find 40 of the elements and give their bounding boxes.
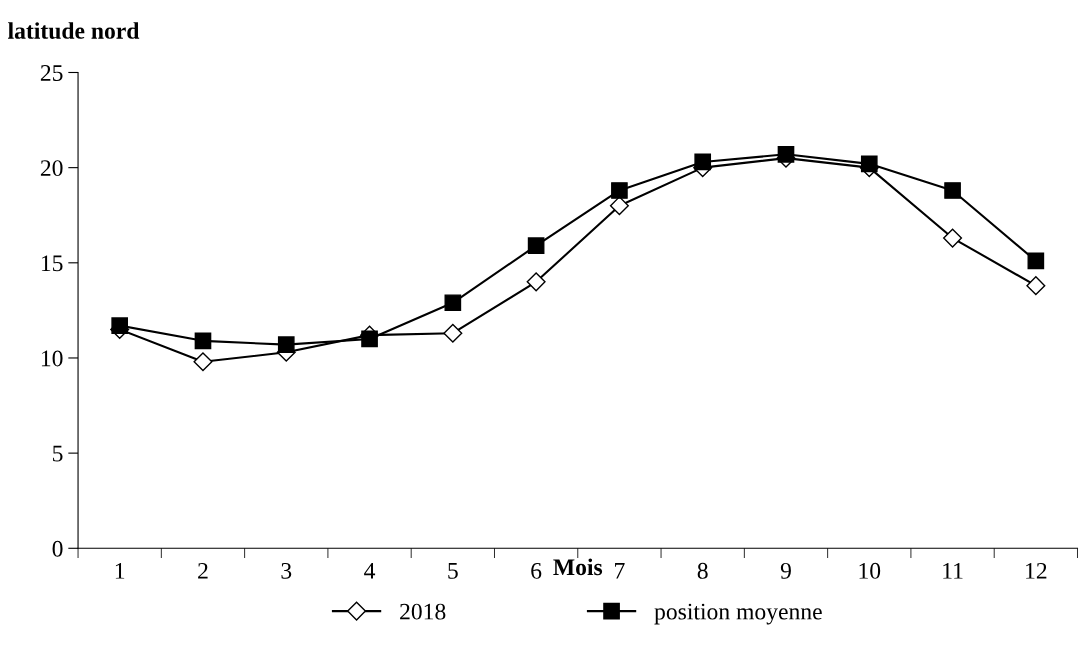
y-axis-title: latitude nord: [8, 22, 140, 39]
legend-label: position moyenne: [654, 603, 822, 625]
point: [526, 272, 546, 292]
point: [443, 323, 463, 343]
point: [694, 153, 712, 171]
x-tick-label: 2: [198, 562, 208, 579]
point: [111, 317, 129, 334]
point: [1027, 252, 1045, 270]
point: [193, 352, 213, 372]
point: [277, 336, 295, 353]
y-tick-label: 5: [53, 445, 63, 462]
point: [194, 332, 212, 350]
x-axis-title: Mois: [553, 558, 603, 576]
y-tick-label: 0: [52, 540, 63, 557]
point: [527, 237, 545, 255]
x-tick-label: 9: [780, 562, 791, 579]
point: [611, 182, 628, 199]
y-tick-label: 15: [41, 255, 63, 272]
x-tick-label: 6: [531, 562, 542, 579]
y-tick-label: 20: [40, 160, 63, 177]
point: [777, 145, 795, 163]
point: [860, 155, 878, 173]
point: [609, 196, 629, 216]
point: [944, 182, 961, 199]
point: [444, 294, 462, 312]
x-tick-label: 1: [115, 562, 125, 579]
x-tick-label: 12: [1026, 562, 1047, 579]
legend-label: 2018: [400, 603, 446, 620]
x-tick-label: 10: [859, 562, 881, 579]
x-tick-label: 4: [364, 563, 376, 579]
x-tick-label: 3: [281, 562, 292, 579]
point: [361, 330, 378, 348]
point: [943, 228, 963, 248]
point: [1026, 276, 1046, 296]
y-tick-label: 10: [41, 350, 63, 367]
x-tick-label: 11: [943, 562, 963, 579]
y-tick-label: 25: [40, 65, 63, 81]
x-tick-label: 8: [697, 562, 708, 579]
x-tick-label: 5: [448, 563, 458, 579]
x-tick-label: 7: [615, 563, 625, 579]
